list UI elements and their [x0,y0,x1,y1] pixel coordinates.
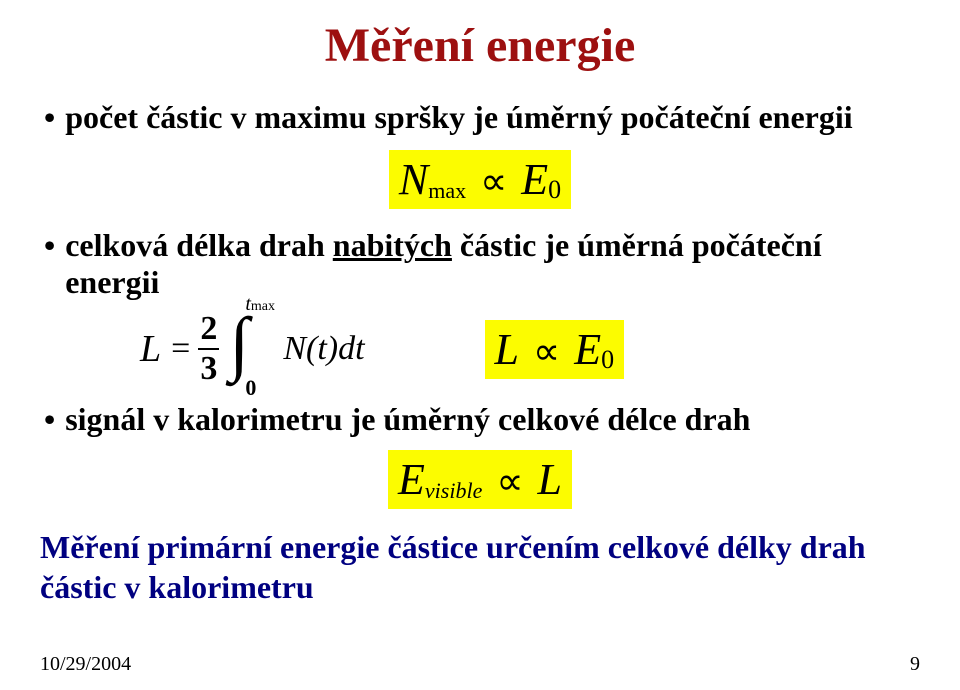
formula-nmax: Nmax ∝ E0 [389,150,571,209]
conclusion-line-1: Měření primární energie částice určením … [40,527,920,567]
formula-Evisible-row: Evisible ∝ L [40,450,920,509]
int-upper-max: max [251,299,275,314]
bullet-dot-icon: • [44,101,55,133]
sym-zero-2: 0 [601,345,614,374]
formula-nmax-row: Nmax ∝ E0 [40,150,920,209]
bullet-3-text: signál v kalorimetru je úměrný celkové d… [65,401,750,438]
sym-L-1: L [140,327,161,371]
frac-den: 3 [198,352,219,386]
int-upper: tmax [245,293,275,316]
conclusion-text: Měření primární energie částice určením … [40,527,920,607]
slide: Měření energie • počet částic v maximu s… [0,0,960,690]
sym-Ntdt: N(t)dt [283,330,364,368]
bullet-dot-icon: • [44,403,55,435]
sym-propto-1: ∝ [480,161,507,203]
frac-num: 2 [198,312,219,346]
formula-Lintegral: L = 2 3 tmax ∫ 0 N(t)dt [140,307,365,391]
sym-E-2: E [574,325,601,374]
fraction-2-3: 2 3 [198,312,219,386]
formula-Evisible: Evisible ∝ L [388,450,572,509]
sym-Evis: E [398,455,425,504]
bullet-1-text: počet částic v maximu spršky je úměrný p… [65,99,852,136]
formula-row-L: L = 2 3 tmax ∫ 0 N(t)dt L ∝ E0 [140,307,920,391]
formula-LE0: L ∝ E0 [485,320,625,379]
sym-zero-1: 0 [548,175,561,204]
sym-propto-3: ∝ [496,461,523,503]
integral-icon: tmax ∫ 0 [229,307,261,391]
sym-N: N [399,155,428,204]
footer-date: 10/29/2004 [40,653,131,676]
sym-L-2: L [495,325,519,374]
bullet-dot-icon: • [44,229,55,261]
sym-visible: visible [425,478,482,503]
bullet-2-pre: celková délka drah [65,227,333,263]
sym-E-1: E [521,155,548,204]
bullet-2-text: celková délka drah nabitých částic je úm… [65,227,920,301]
bullet-1: • počet částic v maximu spršky je úměrný… [44,99,920,136]
int-lower: 0 [245,375,256,401]
sym-eq: = [171,330,190,368]
bullet-3: • signál v kalorimetru je úměrný celkové… [44,401,920,438]
sym-L-3: L [538,455,562,504]
footer-page: 9 [910,653,920,676]
sym-propto-2: ∝ [533,331,560,373]
int-sign: ∫ [229,301,249,385]
bullet-2: • celková délka drah nabitých částic je … [44,227,920,301]
conclusion-line-2: částic v kalorimetru [40,567,920,607]
sym-max: max [428,178,466,203]
slide-title: Měření energie [40,18,920,73]
bullet-2-underlined: nabitých [333,227,452,263]
